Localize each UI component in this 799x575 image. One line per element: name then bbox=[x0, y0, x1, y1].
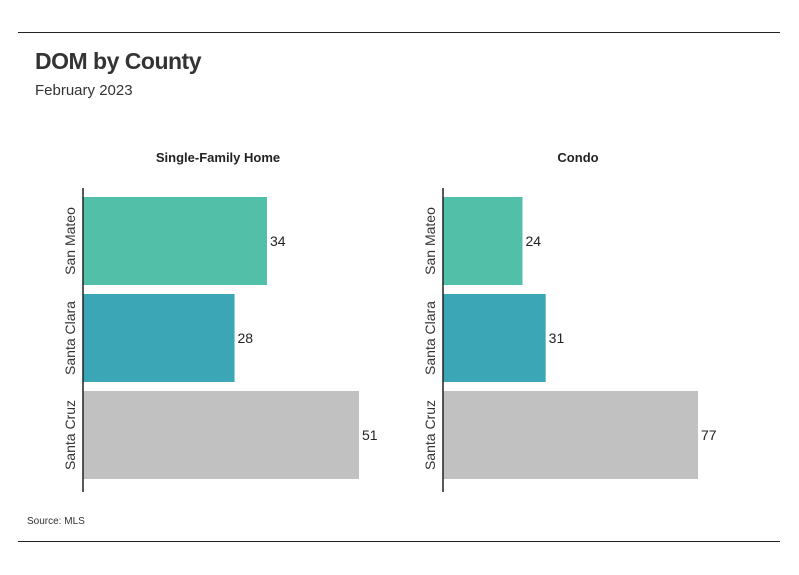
value-label-condo-santa-cruz: 77 bbox=[701, 427, 717, 443]
chart-title: DOM by County bbox=[35, 48, 202, 74]
panel-title-single-family-home: Single-Family Home bbox=[156, 150, 280, 165]
bar-condo-santa-cruz bbox=[443, 391, 698, 479]
bar-single-family-home-santa-cruz bbox=[83, 391, 359, 479]
bar-condo-santa-clara bbox=[443, 294, 546, 382]
value-label-condo-santa-clara: 31 bbox=[549, 330, 565, 346]
bar-single-family-home-santa-clara bbox=[83, 294, 235, 382]
bottom-rule bbox=[18, 541, 780, 542]
top-rule bbox=[18, 32, 780, 33]
source-note: Source: MLS bbox=[27, 516, 85, 527]
value-label-single-family-home-santa-clara: 28 bbox=[238, 330, 254, 346]
bar-single-family-home-san-mateo bbox=[83, 197, 267, 285]
value-label-single-family-home-san-mateo: 34 bbox=[270, 233, 286, 249]
value-label-condo-san-mateo: 24 bbox=[525, 233, 541, 249]
category-label-condo-san-mateo: San Mateo bbox=[422, 207, 438, 275]
category-label-condo-santa-clara: Santa Clara bbox=[422, 301, 438, 375]
value-label-single-family-home-santa-cruz: 51 bbox=[362, 427, 378, 443]
panel-title-condo: Condo bbox=[557, 150, 598, 165]
category-label-single-family-home-santa-cruz: Santa Cruz bbox=[62, 400, 78, 470]
bar-condo-san-mateo bbox=[443, 197, 523, 285]
category-label-condo-santa-cruz: Santa Cruz bbox=[422, 400, 438, 470]
category-label-single-family-home-san-mateo: San Mateo bbox=[62, 207, 78, 275]
chart-subtitle: February 2023 bbox=[35, 82, 133, 99]
category-label-single-family-home-santa-clara: Santa Clara bbox=[62, 301, 78, 375]
